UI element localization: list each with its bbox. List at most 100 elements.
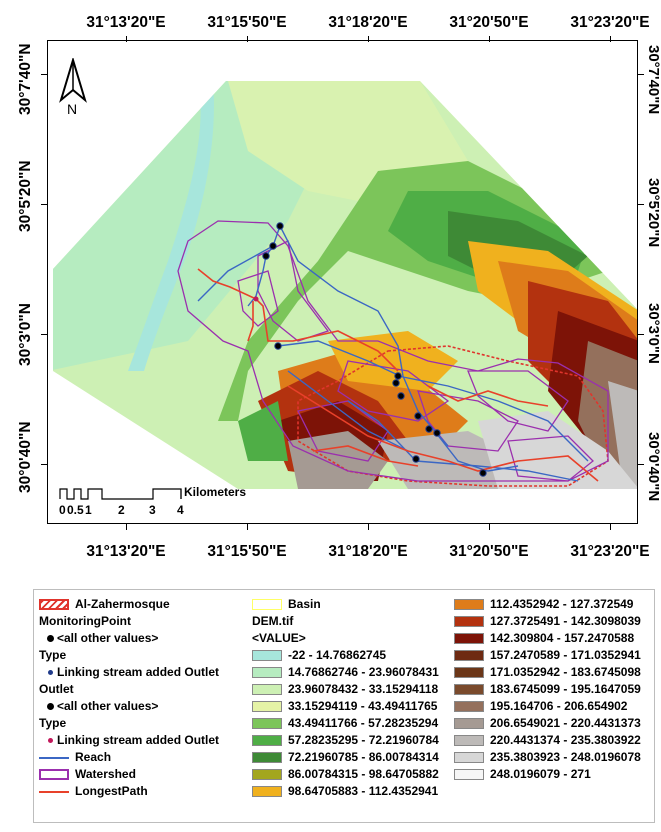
legend-swatch (252, 701, 282, 712)
tick-right-2 (638, 204, 644, 205)
legend-label: 183.6745099 - 195.1647059 (490, 682, 641, 696)
legend-label: 72.21960785 - 86.00784314 (288, 750, 439, 764)
tick-right-3 (638, 334, 644, 335)
legend-label: DEM.tif (252, 614, 294, 628)
legend-line-symbol (39, 757, 69, 759)
legend-swatch (39, 769, 69, 780)
legend-point-symbol (48, 738, 53, 743)
legend-label: Type (39, 716, 67, 730)
al-zahermosque-outline (297, 345, 609, 487)
tick-left-2 (41, 204, 47, 205)
latitude-label-right-4: 30°0'40"N (645, 432, 661, 502)
legend-swatch (454, 752, 484, 763)
legend-swatch (252, 599, 282, 610)
latitude-label-left-1: 30°7'40"N (17, 43, 34, 115)
latitude-label-right-2: 30°5'20"N (645, 178, 661, 248)
latitude-label-left-4: 30°0'40"N (17, 421, 34, 493)
legend-label: MonitoringPoint (39, 614, 131, 628)
tick-top-4 (489, 36, 490, 42)
legend-swatch (454, 633, 484, 644)
legend-label: LongestPath (75, 784, 148, 798)
legend-swatch (454, 701, 484, 712)
longitude-label-top-5: 31°23'20"E (570, 14, 650, 31)
tick-bottom-3 (368, 524, 369, 530)
longitude-label-bottom-4: 31°20'50"E (449, 543, 529, 560)
legend-swatch (252, 650, 282, 661)
legend-swatch (454, 616, 484, 627)
scale-bar-graphic (59, 488, 182, 500)
longitude-label-top-2: 31°15'50"E (207, 14, 287, 31)
legend-label: 157.2470589 - 171.0352941 (490, 648, 641, 662)
legend-label: 248.0196079 - 271 (490, 767, 591, 781)
legend-label: -22 - 14.76862745 (288, 648, 387, 662)
legend-label: 206.6549021 - 220.4431373 (490, 716, 641, 730)
tick-bottom-5 (610, 524, 611, 530)
longitude-label-top-1: 31°13'20"E (86, 14, 166, 31)
map-legend: Al-Zahermosque MonitoringPoint <all other … (33, 589, 655, 823)
map-frame[interactable]: N Kilometers 0 0.5 1 2 3 4 (47, 40, 638, 524)
tick-top-2 (247, 36, 248, 42)
longest-path-lines (197, 268, 599, 482)
legend-label: 43.49411766 - 57.28235294 (288, 716, 439, 730)
legend-swatch (454, 735, 484, 746)
scale-tick-3: 3 (149, 503, 156, 517)
legend-label: <all other values> (57, 631, 159, 645)
tick-top-1 (126, 36, 127, 42)
tick-bottom-1 (126, 524, 127, 530)
legend-label: 142.309804 - 157.2470588 (490, 631, 635, 645)
tick-right-4 (638, 464, 644, 465)
latitude-label-right-3: 30°3'0"N (645, 303, 661, 364)
legend-label: 195.164706 - 206.654902 (490, 699, 628, 713)
legend-swatch (252, 786, 282, 797)
longitude-label-bottom-2: 31°15'50"E (207, 543, 287, 560)
tick-left-1 (41, 74, 47, 75)
legend-swatch (454, 769, 484, 780)
legend-label: 33.15294119 - 43.49411765 (288, 699, 438, 713)
legend-label: 14.76862746 - 23.96078431 (288, 665, 439, 679)
legend-label: 127.3725491 - 142.3098039 (490, 614, 641, 628)
scale-tick-2: 2 (118, 503, 125, 517)
legend-label: 112.4352942 - 127.372549 (490, 597, 634, 611)
tick-right-1 (638, 74, 644, 75)
latitude-label-left-2: 30°5'20"N (17, 160, 34, 232)
legend-label: Reach (75, 750, 112, 764)
tick-left-4 (41, 464, 47, 465)
legend-swatch (252, 735, 282, 746)
legend-label: 86.00784315 - 98.64705882 (288, 767, 439, 781)
longitude-label-bottom-5: 31°23'20"E (570, 543, 650, 560)
legend-swatch (454, 667, 484, 678)
legend-label: Linking stream added Outlet (57, 665, 220, 679)
scale-tick-0: 0 (59, 503, 66, 517)
legend-line-symbol (39, 791, 69, 793)
north-arrow-label: N (67, 101, 77, 114)
legend-label: 98.64705883 - 112.4352941 (288, 784, 439, 798)
legend-label: <VALUE> (252, 631, 306, 645)
legend-swatch (252, 769, 282, 780)
legend-point-symbol (48, 670, 53, 675)
monitoring-points (253, 222, 487, 477)
legend-label: 57.28235295 - 72.21960784 (288, 733, 439, 747)
legend-swatch (454, 718, 484, 729)
scale-tick-0-5: 0.5 (67, 503, 84, 517)
legend-swatch (252, 752, 282, 763)
legend-label: Outlet (39, 682, 74, 696)
legend-swatch (454, 599, 484, 610)
legend-label: Al-Zahermosque (75, 597, 170, 611)
tick-top-3 (368, 36, 369, 42)
scale-tick-1: 1 (85, 503, 92, 517)
longitude-label-bottom-3: 31°18'20"E (328, 543, 408, 560)
latitude-label-right-1: 30°7'40"N (645, 45, 661, 115)
legend-label: 171.0352942 - 183.6745098 (490, 665, 641, 679)
tick-top-5 (610, 36, 611, 42)
latitude-label-left-3: 30°3'0"N (17, 303, 34, 366)
tick-bottom-2 (247, 524, 248, 530)
legend-swatch (454, 684, 484, 695)
legend-swatch (252, 667, 282, 678)
dem-map (53, 81, 637, 489)
legend-label: 220.4431374 - 235.3803922 (490, 733, 641, 747)
legend-swatch (454, 650, 484, 661)
legend-point-symbol (47, 703, 54, 710)
legend-label: <all other values> (57, 699, 159, 713)
tick-left-3 (41, 334, 47, 335)
north-arrow-icon: N (59, 58, 87, 114)
